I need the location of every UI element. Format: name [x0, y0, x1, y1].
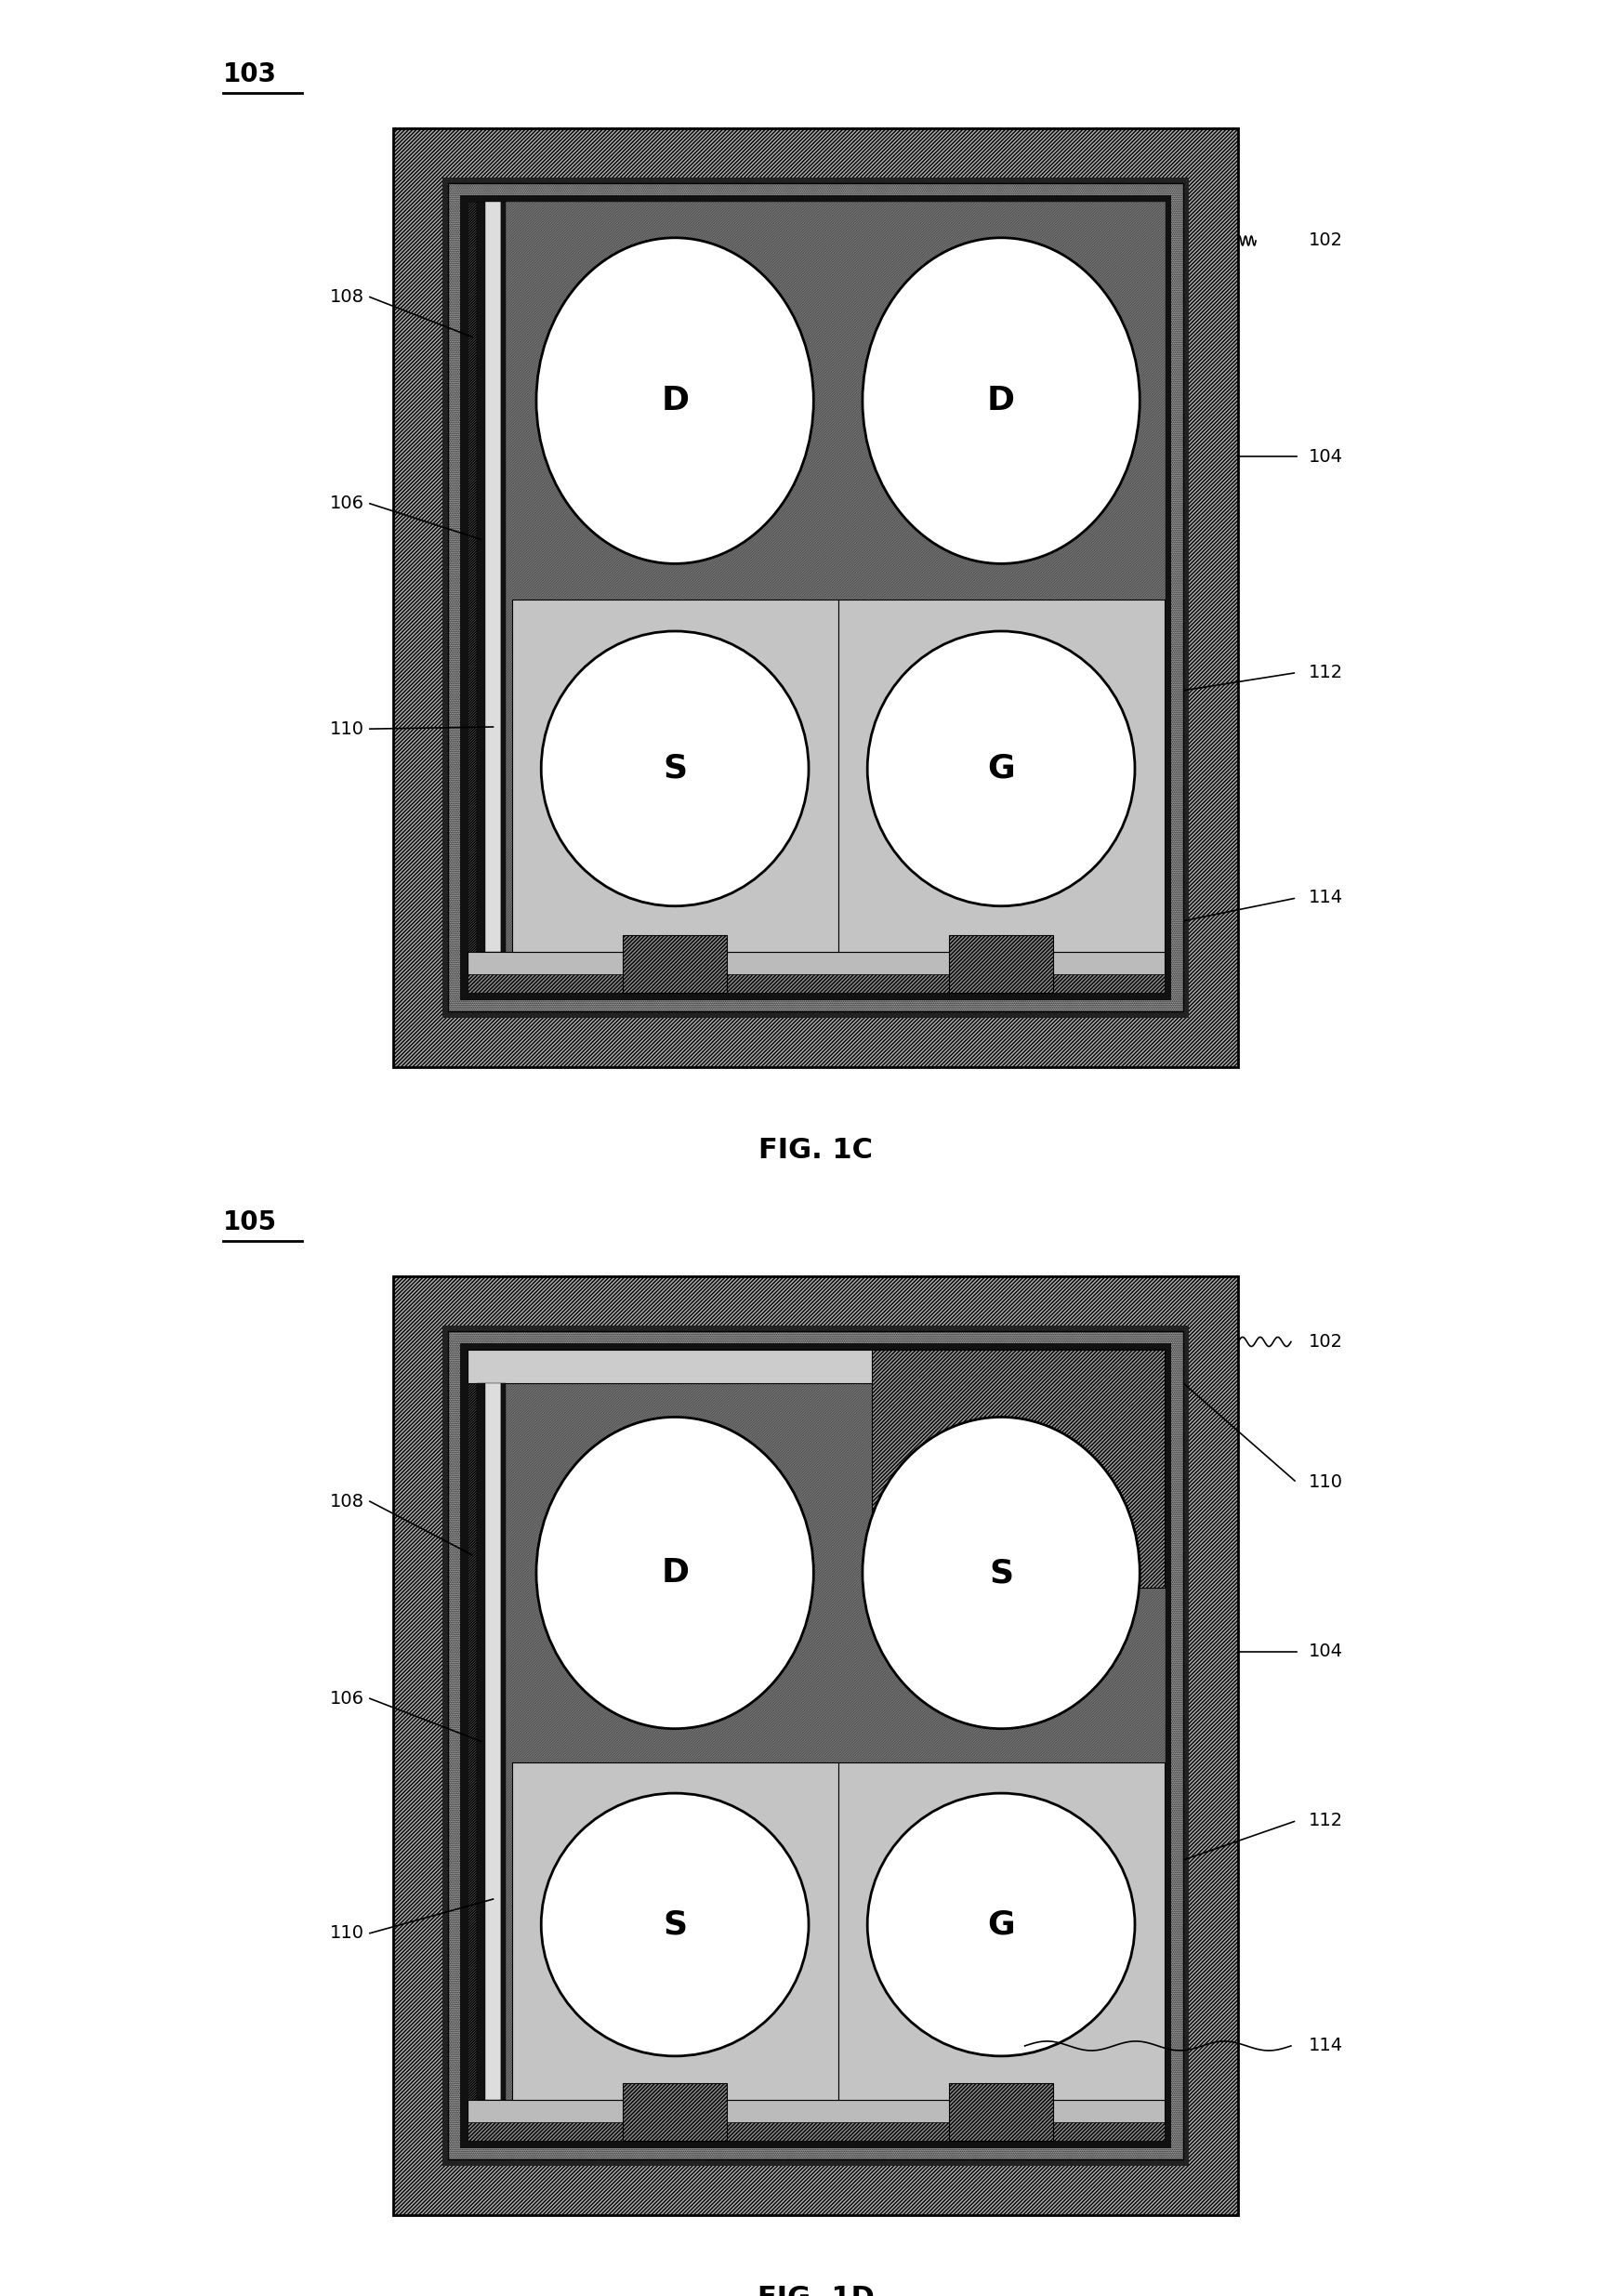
Bar [468, 2101, 1164, 2140]
Text: 106: 106 [330, 1690, 363, 1708]
Text: 110: 110 [330, 721, 363, 737]
Text: 110: 110 [330, 1924, 363, 1942]
Text: 114: 114 [1309, 2037, 1343, 2055]
Bar [460, 195, 1171, 1001]
Bar [478, 1382, 486, 2101]
Ellipse shape [862, 239, 1140, 563]
Bar [468, 974, 1164, 992]
Bar [500, 202, 507, 953]
Bar [838, 599, 1164, 953]
Bar [449, 184, 1183, 1013]
Bar [468, 202, 478, 953]
Text: 104: 104 [1309, 448, 1343, 466]
Ellipse shape [537, 239, 814, 563]
Text: 102: 102 [1309, 232, 1343, 250]
Text: 110: 110 [1309, 1474, 1343, 1492]
Bar [442, 1325, 1188, 2165]
Bar [949, 2082, 1053, 2140]
Bar [449, 1332, 1183, 2161]
Text: 104: 104 [1309, 1642, 1343, 1660]
Text: 112: 112 [1309, 664, 1343, 682]
Text: D: D [661, 1557, 688, 1589]
Bar [468, 1350, 1164, 1382]
Bar [500, 1382, 507, 2101]
Text: 108: 108 [330, 1492, 363, 1511]
Text: 105: 105 [224, 1210, 277, 1235]
Bar [468, 1382, 478, 2101]
Text: G: G [987, 753, 1015, 785]
Bar [511, 1763, 838, 2101]
Text: 112: 112 [1309, 1812, 1343, 1830]
Bar [838, 1763, 1164, 2101]
Text: 103: 103 [224, 62, 277, 87]
Text: D: D [661, 386, 688, 416]
Text: FIG. 1D: FIG. 1D [757, 2285, 875, 2296]
Bar [468, 953, 1164, 992]
Ellipse shape [862, 1417, 1140, 1729]
Text: 102: 102 [1309, 1334, 1343, 1350]
Bar [872, 1350, 1164, 1587]
Bar [622, 934, 727, 992]
Text: 106: 106 [330, 494, 363, 512]
Ellipse shape [537, 1417, 814, 1729]
Text: G: G [987, 1908, 1015, 1940]
Ellipse shape [542, 1793, 809, 2055]
Bar [394, 129, 1238, 1068]
Text: 114: 114 [1309, 889, 1343, 907]
Text: S: S [989, 1557, 1013, 1589]
Bar [468, 2122, 1164, 2140]
Bar [478, 202, 486, 953]
Ellipse shape [867, 1793, 1135, 2055]
Bar [486, 1382, 500, 2101]
Text: D: D [987, 386, 1015, 416]
Ellipse shape [867, 631, 1135, 907]
Bar [442, 177, 1188, 1017]
Bar [622, 2082, 727, 2140]
Text: 108: 108 [330, 289, 363, 305]
Text: FIG. 1C: FIG. 1C [759, 1137, 873, 1164]
Bar [460, 1343, 1171, 2149]
Bar [468, 202, 1164, 992]
Bar [511, 599, 838, 953]
Bar [486, 202, 500, 953]
Bar [468, 1350, 1164, 2140]
Bar [949, 934, 1053, 992]
Ellipse shape [542, 631, 809, 907]
Text: S: S [662, 753, 687, 785]
Text: S: S [662, 1908, 687, 1940]
Bar [394, 1277, 1238, 2216]
